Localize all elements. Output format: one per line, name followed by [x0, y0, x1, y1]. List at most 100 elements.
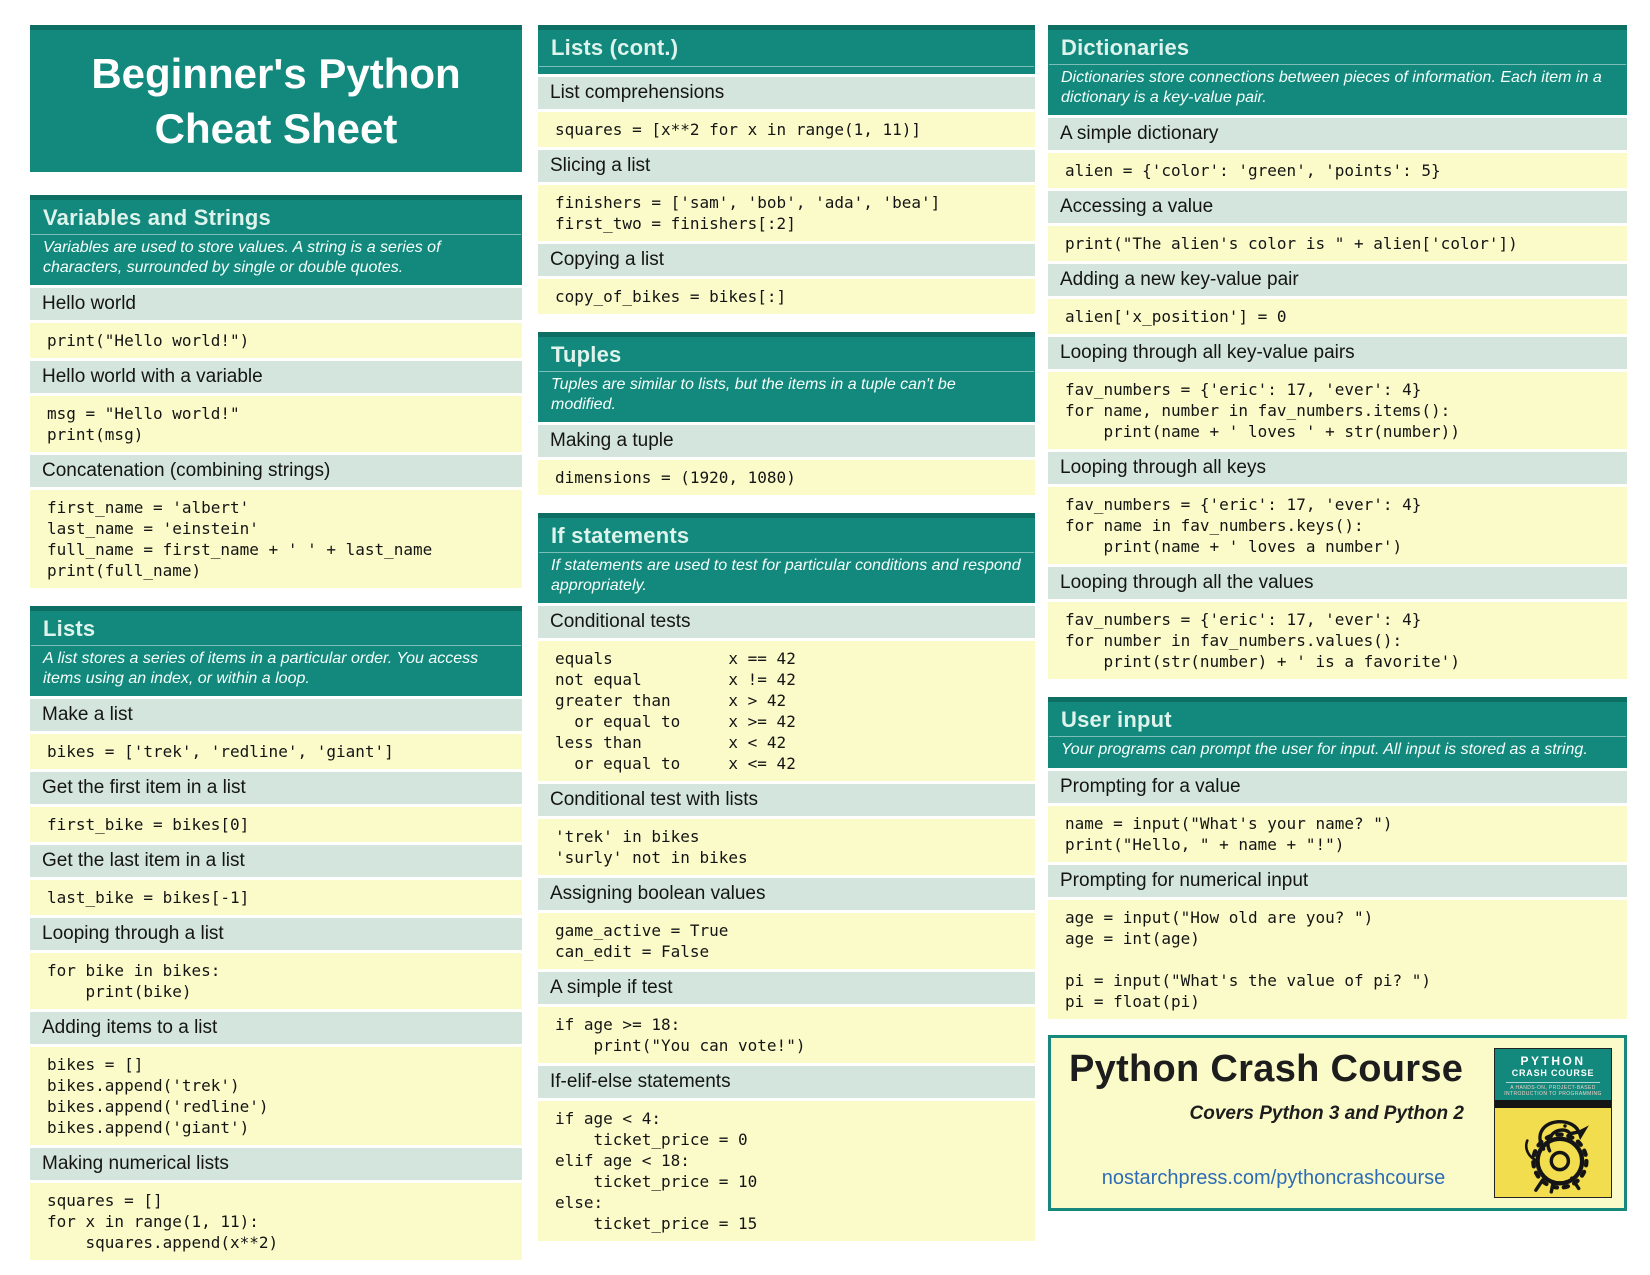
entry-label: A simple if test — [538, 972, 1035, 1004]
entry-label: Conditional test with lists — [538, 784, 1035, 816]
section-title: Tuples — [551, 342, 622, 367]
header-divider — [31, 645, 521, 646]
entry-label: Prompting for numerical input — [1048, 864, 1627, 897]
cheat-entry: Prompting for numerical input age = inpu… — [1048, 864, 1627, 1019]
entry-code: squares = [] for x in range(1, 11): squa… — [30, 1183, 522, 1260]
section-header: Tuples Tuples are similar to lists, but … — [538, 332, 1035, 422]
dragon-illustration-icon — [1495, 1108, 1611, 1197]
cheat-entry: Conditional tests equals x == 42 not equ… — [538, 606, 1035, 781]
entry-code: equals x == 42 not equal x != 42 greater… — [538, 641, 1035, 781]
cheat-entry: Looping through all key-value pairs fav_… — [1048, 337, 1627, 449]
entry-code: if age < 4: ticket_price = 0 elif age < … — [538, 1101, 1035, 1241]
header-divider — [1049, 64, 1626, 65]
book-cover-header: PYTHON CRASH COURSE A HANDS-ON, PROJECT-… — [1495, 1048, 1611, 1100]
entry-label: Looping through all key-value pairs — [1048, 337, 1627, 369]
entry-code: for bike in bikes: print(bike) — [30, 953, 522, 1009]
book-cover-tagline-2: INTRODUCTION TO PROGRAMMING — [1504, 1090, 1602, 1097]
section-description: A list stores a series of items in a par… — [43, 650, 479, 687]
cheat-entry: If-elif-else statements if age < 4: tick… — [538, 1066, 1035, 1241]
entry-code: copy_of_bikes = bikes[:] — [538, 279, 1035, 314]
promo-text: Python Crash Course Covers Python 3 and … — [1069, 1048, 1478, 1198]
book-cover-band — [1495, 1099, 1611, 1108]
section-title: Lists — [43, 616, 96, 641]
book-cover-divider — [1506, 1081, 1600, 1083]
cheat-entry: A simple if test if age >= 18: print("Yo… — [538, 972, 1035, 1063]
promo-subtitle: Covers Python 3 and Python 2 — [1189, 1102, 1465, 1124]
header-divider — [1049, 736, 1626, 737]
section-header: Lists A list stores a series of items in… — [30, 606, 522, 696]
entry-label: Hello world — [30, 288, 522, 320]
entry-code: alien = {'color': 'green', 'points': 5} — [1048, 153, 1627, 188]
section-header: Variables and Strings Variables are used… — [30, 195, 522, 285]
entry-code: fav_numbers = {'eric': 17, 'ever': 4} fo… — [1048, 602, 1627, 679]
cheat-entry: Prompting for a value name = input("What… — [1048, 770, 1627, 862]
column-left: Beginner's Python Cheat Sheet Variables … — [30, 25, 522, 1275]
section-description: Your programs can prompt the user for in… — [1061, 741, 1588, 758]
section-variables-and-strings: Variables and Strings Variables are used… — [30, 195, 522, 588]
entry-label: List comprehensions — [538, 77, 1035, 109]
section-tuples: Tuples Tuples are similar to lists, but … — [538, 332, 1035, 495]
entry-code: bikes = ['trek', 'redline', 'giant'] — [30, 734, 522, 769]
cheat-entry: Looping through all the values fav_numbe… — [1048, 567, 1627, 679]
entry-label: Get the first item in a list — [30, 772, 522, 804]
cheat-entry: A simple dictionary alien = {'color': 'g… — [1048, 118, 1627, 188]
entry-code: squares = [x**2 for x in range(1, 11)] — [538, 112, 1035, 147]
entry-label: If-elif-else statements — [538, 1066, 1035, 1098]
cheat-entry: Assigning boolean values game_active = T… — [538, 878, 1035, 969]
section-description: Dictionaries store connections between p… — [1061, 69, 1602, 106]
entry-label: Copying a list — [538, 244, 1035, 276]
entry-label: Concatenation (combining strings) — [30, 455, 522, 487]
section-title: User input — [1061, 707, 1172, 732]
cheat-entry: Hello world print("Hello world!") — [30, 288, 522, 358]
book-cover-tagline: A HANDS-ON, PROJECT-BASED — [1510, 1084, 1596, 1091]
entry-label: Accessing a value — [1048, 191, 1627, 223]
entry-code: age = input("How old are you? ") age = i… — [1048, 899, 1627, 1019]
section-header: Dictionaries Dictionaries store connecti… — [1048, 25, 1627, 115]
entry-code: if age >= 18: print("You can vote!") — [538, 1007, 1035, 1063]
section-title: If statements — [551, 523, 690, 548]
cheat-entry: Looping through all keys fav_numbers = {… — [1048, 452, 1627, 564]
entry-label: Making a tuple — [538, 425, 1035, 457]
entry-code: 'trek' in bikes 'surly' not in bikes — [538, 819, 1035, 875]
cheat-entry: Adding items to a list bikes = [] bikes.… — [30, 1012, 522, 1145]
section-header: If statements If statements are used to … — [538, 513, 1035, 603]
cheat-entry: Conditional test with lists 'trek' in bi… — [538, 784, 1035, 875]
cheat-entry: Looping through a list for bike in bikes… — [30, 918, 522, 1009]
book-cover-title: PYTHON — [1520, 1053, 1586, 1068]
entry-label: Looping through all keys — [1048, 452, 1627, 484]
entry-label: A simple dictionary — [1048, 118, 1627, 150]
entry-label: Adding items to a list — [30, 1012, 522, 1044]
section-header: Lists (cont.) — [538, 25, 1035, 74]
entry-label: Looping through a list — [30, 918, 522, 950]
cheat-entry: Make a list bikes = ['trek', 'redline', … — [30, 699, 522, 769]
entry-code: finishers = ['sam', 'bob', 'ada', 'bea']… — [538, 185, 1035, 241]
entry-code: name = input("What's your name? ") print… — [1048, 805, 1627, 862]
entry-code: game_active = True can_edit = False — [538, 913, 1035, 969]
entry-code: msg = "Hello world!" print(msg) — [30, 396, 522, 452]
column-right: Dictionaries Dictionaries store connecti… — [1048, 25, 1627, 1275]
entry-label: Assigning boolean values — [538, 878, 1035, 910]
cheat-entry: Concatenation (combining strings) first_… — [30, 455, 522, 588]
entry-label: Prompting for a value — [1048, 770, 1627, 803]
entry-code: print("The alien's color is " + alien['c… — [1048, 226, 1627, 261]
cheat-entry: Hello world with a variable msg = "Hello… — [30, 361, 522, 452]
entry-code: last_bike = bikes[-1] — [30, 880, 522, 915]
cheat-entry: Get the last item in a list last_bike = … — [30, 845, 522, 915]
promo-link[interactable]: nostarchpress.com/pythoncrashcourse — [1101, 1166, 1446, 1189]
promo-card: Python Crash Course Covers Python 3 and … — [1048, 1034, 1627, 1211]
entry-label: Hello world with a variable — [30, 361, 522, 393]
section-lists-cont: Lists (cont.) List comprehensions square… — [538, 25, 1035, 314]
section-description: If statements are used to test for parti… — [551, 557, 1021, 594]
cheat-entry: Adding a new key-value pair alien['x_pos… — [1048, 264, 1627, 334]
section-if-statements: If statements If statements are used to … — [538, 513, 1035, 1241]
cheat-entry: Making numerical lists squares = [] for … — [30, 1148, 522, 1260]
section-dictionaries: Dictionaries Dictionaries store connecti… — [1048, 25, 1627, 679]
promo-title: Python Crash Course — [1069, 1047, 1464, 1090]
entry-code: dimensions = (1920, 1080) — [538, 460, 1035, 495]
entry-code: print("Hello world!") — [30, 323, 522, 358]
entry-label: Conditional tests — [538, 606, 1035, 638]
page-title: Beginner's Python Cheat Sheet — [30, 25, 522, 172]
header-divider — [539, 66, 1034, 67]
entry-label: Slicing a list — [538, 150, 1035, 182]
